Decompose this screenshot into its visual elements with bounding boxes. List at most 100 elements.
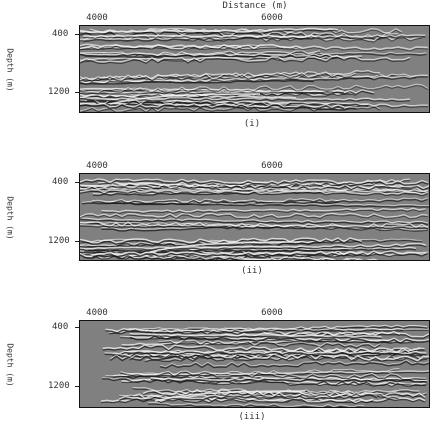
reflector-light — [81, 182, 429, 190]
reflector-dark — [109, 251, 429, 257]
reflector-light — [145, 327, 404, 333]
reflector-light — [80, 189, 429, 195]
reflector-light — [120, 370, 427, 379]
seismic-panel — [79, 173, 430, 261]
bright-event — [109, 93, 261, 105]
reflector-light — [159, 359, 429, 367]
reflector-dark — [159, 332, 401, 340]
x-tick-label: 4000 — [86, 308, 108, 318]
reflector-dark — [120, 372, 427, 381]
reflector-light — [152, 389, 399, 398]
reflector-dark — [80, 76, 429, 86]
reflector-light — [158, 339, 381, 348]
reflector-dark — [80, 91, 345, 95]
reflector-light — [80, 237, 363, 244]
reflector-light — [80, 29, 273, 33]
reflector-dark — [87, 249, 352, 253]
panel-caption: (iii) — [238, 412, 266, 422]
reflector-dark — [80, 225, 429, 230]
y-tick-mark — [75, 386, 79, 387]
reflector-light — [91, 197, 428, 203]
reflector-dark — [80, 106, 381, 112]
reflector-dark — [126, 351, 427, 356]
reflector-dark — [80, 53, 339, 59]
x-tick-label: 6000 — [261, 161, 283, 171]
reflector-light — [101, 207, 426, 213]
panel-caption: (ii) — [241, 266, 263, 276]
reflector-dark — [91, 198, 428, 205]
y-tick-mark — [75, 92, 79, 93]
bright-event — [149, 241, 301, 253]
reflector-light — [80, 217, 429, 224]
reflector-light — [84, 51, 427, 57]
reflector-dark — [158, 341, 381, 349]
reflector-light — [80, 83, 429, 93]
reflector-light — [80, 178, 429, 185]
y-axis-label: Depth (m) — [5, 343, 15, 387]
x-tick-label: 4000 — [86, 13, 108, 23]
reflector-dark — [80, 73, 357, 82]
reflector-light — [112, 347, 425, 355]
reflector-dark — [80, 246, 303, 251]
reflector-light — [80, 52, 339, 57]
reflector-light — [80, 96, 411, 101]
reflector-dark — [152, 391, 399, 400]
reflector-dark — [80, 179, 429, 186]
reflector-dark — [150, 378, 427, 383]
y-tick-mark — [75, 182, 79, 183]
reflector-dark — [83, 35, 426, 43]
reflector-light — [118, 392, 378, 400]
x-axis-label: Distance (m) — [222, 1, 288, 11]
panel-caption: (i) — [243, 119, 261, 129]
y-tick-mark — [75, 327, 79, 328]
reflector-light — [83, 34, 318, 38]
reflector-light — [80, 221, 429, 229]
reflector-light — [102, 344, 421, 354]
reflector-light — [129, 332, 382, 338]
reflector-dark — [148, 403, 365, 407]
reflector-light — [80, 43, 303, 50]
x-tick-label: 6000 — [261, 13, 283, 23]
reflector-light — [148, 402, 365, 407]
reflector-light — [92, 250, 363, 256]
reflector-dark — [83, 36, 318, 39]
reflector-light — [80, 102, 345, 108]
reflector-dark — [159, 360, 429, 369]
reflector-dark — [120, 337, 415, 344]
seismic-panel — [79, 25, 430, 113]
y-axis-label: Depth (m) — [5, 196, 15, 240]
reflector-dark — [80, 214, 429, 220]
reflector-light — [80, 98, 369, 106]
reflector-dark — [80, 223, 429, 230]
y-tick-label: 400 — [52, 177, 69, 187]
y-tick-label: 400 — [52, 322, 69, 332]
reflector-light — [103, 187, 416, 194]
reflector-dark — [105, 201, 340, 206]
reflector-dark — [80, 254, 357, 260]
bright-event — [154, 390, 306, 402]
reflector-light — [80, 71, 357, 81]
reflector-dark — [80, 190, 429, 197]
x-tick-label: 6000 — [261, 308, 283, 318]
y-tick-mark — [75, 34, 79, 35]
reflector-dark — [129, 334, 382, 340]
reflector-dark — [129, 351, 418, 361]
y-tick-label: 400 — [52, 29, 69, 39]
reflector-light — [80, 212, 429, 218]
reflector-light — [80, 245, 303, 250]
y-axis-label: Depth (m) — [5, 48, 15, 92]
reflector-light — [80, 224, 429, 228]
reflector-light — [80, 252, 379, 260]
reflector-light — [80, 74, 429, 84]
y-tick-label: 1200 — [48, 236, 70, 246]
reflector-dark — [80, 45, 303, 51]
reflector-dark — [101, 209, 426, 214]
reflector-dark — [80, 57, 411, 65]
y-tick-label: 1200 — [48, 381, 70, 391]
y-tick-label: 1200 — [48, 87, 70, 97]
reflector-light — [80, 50, 321, 56]
reflector-light — [126, 350, 427, 355]
reflector-dark — [80, 180, 411, 192]
reflector-dark — [80, 218, 429, 226]
